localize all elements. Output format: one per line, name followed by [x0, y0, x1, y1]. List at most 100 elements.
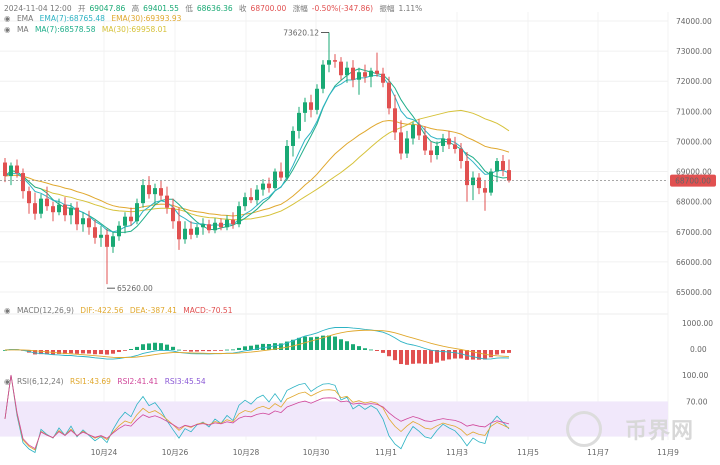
ema7-value: EMA(7):68765.48 [39, 14, 105, 23]
macd-histogram-bar [435, 350, 439, 363]
candle-body [105, 234, 109, 247]
macd-histogram-bar [207, 350, 211, 352]
candle-body [483, 188, 487, 193]
candle-body [333, 60, 337, 62]
macd-histogram-bar [309, 337, 313, 350]
price-tick-label: 65000.00 [676, 288, 712, 297]
price-tick-label: 66000.00 [676, 258, 712, 267]
x-tick-label: 10月24 [91, 448, 118, 457]
candle-body [399, 132, 403, 154]
candle-body [249, 197, 253, 201]
change-label: 涨幅 [292, 4, 308, 13]
ma30-value: MA(30):69958.01 [101, 25, 168, 34]
candle-body [393, 108, 397, 133]
macd-hist-value: MACD:-70.51 [183, 306, 233, 315]
macd-histogram-bar [363, 348, 367, 350]
candle-body [465, 161, 469, 186]
candle-body [39, 198, 43, 214]
candle-body [57, 204, 61, 213]
macd-histogram-bar [447, 350, 451, 360]
macd-histogram-bar [111, 350, 115, 354]
macd-histogram-bar [453, 350, 457, 359]
macd-histogram-bar [339, 339, 343, 350]
candle-body [81, 218, 85, 225]
candle-body [477, 177, 481, 189]
ohlc-header: 2024-11-04 12:00 开 69047.86 高 69401.55 低 68… [4, 3, 426, 14]
candle-body [9, 165, 13, 177]
candle-body [471, 177, 475, 186]
watermark-text: 币界网 [624, 419, 694, 444]
candle-body [93, 227, 97, 238]
x-tick-label: 11月5 [517, 448, 539, 457]
candle-body [309, 102, 313, 110]
amp-label: 振幅 [379, 4, 395, 13]
macd-histogram-bar [69, 350, 73, 354]
candle-body [201, 224, 205, 228]
candle-body [147, 185, 151, 195]
eye-icon[interactable]: ◉ [4, 306, 11, 315]
candle-body [321, 64, 325, 89]
macd-histogram-bar [153, 342, 157, 350]
macd-histogram-bar [165, 344, 169, 350]
macd-histogram-bar [105, 350, 109, 355]
rsi-legend[interactable]: ◉ RSI(6,12,24) RSI1:43.69 RSI2:41.41 RSI… [4, 377, 210, 386]
macd-histogram-bar [429, 350, 433, 364]
candle-body [231, 219, 235, 225]
ma30-line [4, 109, 510, 221]
ma-legend[interactable]: ◉ MA MA(7):68578.58 MA(30):69958.01 [4, 25, 171, 34]
rsi6-line [4, 374, 510, 454]
macd-histogram-bar [57, 350, 61, 354]
eye-icon[interactable]: ◉ [4, 25, 11, 34]
ma7-value: MA(7):68578.58 [34, 25, 96, 34]
macd-histogram-bar [369, 349, 373, 351]
macd-histogram-bar [33, 350, 37, 355]
candle-body [297, 112, 301, 131]
macd-histogram-bar [279, 343, 283, 350]
candle-body [207, 224, 211, 231]
rsi-name: RSI(6,12,24) [16, 377, 64, 386]
macd-histogram-bar [459, 350, 463, 359]
eye-icon[interactable]: ◉ [4, 14, 11, 23]
macd-histogram-bar [405, 350, 409, 365]
macd-histogram-bar [39, 350, 43, 355]
macd-histogram-bar [471, 350, 475, 360]
ema30-value: EMA(30):69393.93 [111, 14, 182, 23]
macd-histogram-bar [417, 350, 421, 364]
rsi3-value: RSI3:45.54 [164, 377, 206, 386]
candle-body [267, 183, 271, 189]
eye-icon[interactable]: ◉ [4, 377, 11, 386]
candle-body [303, 102, 307, 113]
candle-body [45, 198, 49, 207]
macd-histogram-bar [273, 343, 277, 350]
macd-histogram-bar [285, 341, 289, 350]
macd-histogram-bar [507, 350, 511, 353]
macd-histogram-bar [117, 350, 121, 353]
ema-legend[interactable]: ◉ EMA EMA(7):68765.48 EMA(30):69393.93 [4, 14, 185, 23]
macd-tick-label: 0.00 [690, 345, 707, 354]
candle-body [435, 145, 439, 155]
macd-histogram-bar [63, 350, 67, 355]
min-price-label: 65260.00 [117, 284, 153, 293]
macd-histogram-bar [501, 350, 505, 354]
price-tick-label: 67000.00 [676, 228, 712, 237]
macd-histogram-bar [81, 350, 85, 354]
macd-histogram-bar [387, 350, 391, 357]
macd-histogram-bar [171, 346, 175, 350]
macd-histogram-bar [261, 343, 265, 350]
candle-body [33, 203, 37, 214]
amp-value: 1.11% [398, 4, 423, 13]
macd-name: MACD(12,26,9) [16, 306, 74, 315]
low-label: 低 [185, 4, 193, 13]
x-tick-label: 11月7 [587, 448, 609, 457]
candle-body [3, 162, 7, 177]
candle-body [171, 207, 175, 222]
candle-body [243, 197, 247, 207]
candle-body [405, 138, 409, 154]
macd-histogram-bar [303, 336, 307, 350]
candle-body [237, 206, 241, 225]
rsi-tick-label: 100.00 [682, 371, 708, 380]
price-tick-label: 68000.00 [676, 198, 712, 207]
open-value: 69047.86 [89, 4, 126, 13]
candle-body [459, 148, 463, 162]
macd-legend[interactable]: ◉ MACD(12,26,9) DIF:-422.56 DEA:-387.41 … [4, 306, 236, 315]
